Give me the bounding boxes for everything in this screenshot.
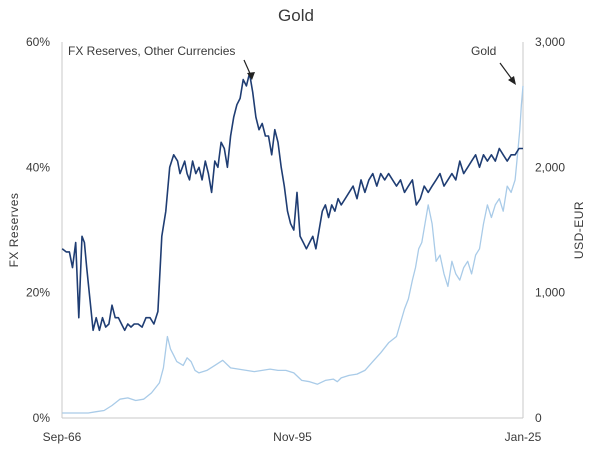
annotation-fx-label: FX Reserves, Other Currencies — [68, 44, 235, 58]
y-right-tick-label: 0 — [535, 411, 542, 425]
annotation-fx-arrowhead — [247, 72, 255, 80]
y-left-tick-label: 40% — [26, 160, 50, 174]
y-left-tick-label: 60% — [26, 35, 50, 49]
x-tick-label: Nov-95 — [273, 430, 312, 444]
annotation-gold-label: Gold — [471, 44, 496, 58]
series — [61, 72, 524, 414]
tick-labels: 0% 20% 40% 60% 0 1,000 2,000 3,000 Sep-66 Nov-95 J… — [26, 35, 565, 444]
series-line-gold — [62, 85, 524, 414]
chart-title: Gold — [278, 6, 314, 25]
y-right-tick-label: 3,000 — [535, 35, 565, 49]
y-axis-label-left: FX Reserves — [7, 193, 21, 268]
x-tick-label: Sep-66 — [43, 430, 82, 444]
annotations: FX Reserves, Other Currencies Gold — [68, 44, 516, 85]
y-axis-label-right: USD-EUR — [572, 201, 586, 259]
series-line-fx — [61, 72, 523, 332]
annotation-gold-arrowhead — [508, 76, 516, 85]
y-left-tick-label: 0% — [33, 411, 51, 425]
x-tick-label: Jan-25 — [505, 430, 542, 444]
y-right-tick-label: 2,000 — [535, 160, 565, 174]
y-right-tick-label: 1,000 — [535, 286, 565, 300]
y-left-tick-label: 20% — [26, 286, 50, 300]
axes — [61, 42, 524, 419]
